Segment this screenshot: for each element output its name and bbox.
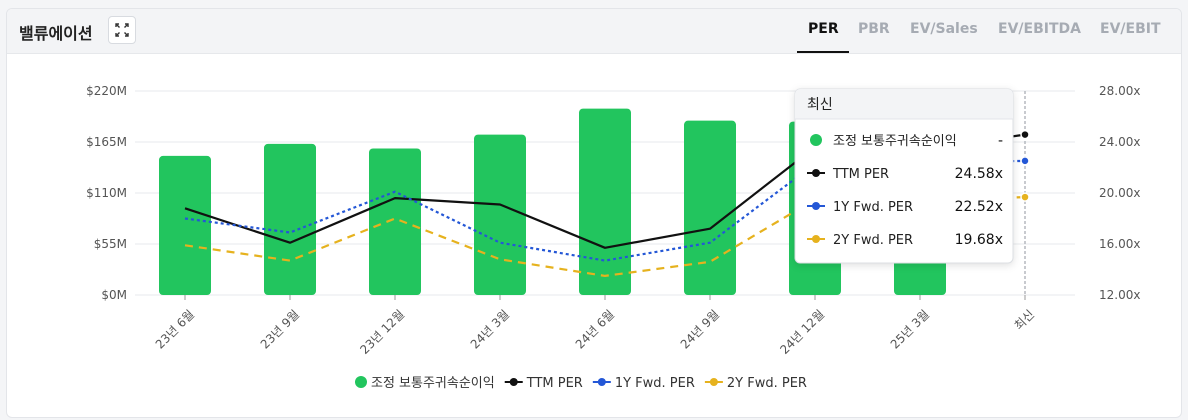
x-axis-tick-label: 24년 6월 (573, 307, 617, 351)
tab-pbr[interactable]: PBR (858, 21, 890, 37)
right-axis-tick-label: 16.00x (1099, 237, 1140, 251)
legend-bar-swatch (355, 376, 367, 388)
tooltip-bar-swatch (810, 134, 822, 146)
tooltip-line-swatch-dot (812, 235, 820, 243)
tooltip-row-label: 2Y Fwd. PER (833, 233, 913, 248)
tab-per[interactable]: PER (808, 21, 839, 37)
x-axis-tick-label: 23년 6월 (153, 307, 197, 351)
legend-line-swatch-dot (509, 378, 518, 386)
tooltip-line-swatch-dot (812, 169, 820, 177)
tab-ev-ebit[interactable]: EV/EBIT (1100, 21, 1161, 37)
left-axis-tick-label: $165M (86, 135, 127, 149)
left-axis-tick-label: $220M (86, 84, 127, 98)
tooltip-row-value: - (998, 133, 1003, 149)
legend-label: TTM PER (526, 376, 583, 391)
legend-line-swatch-dot (597, 378, 606, 386)
card-header: 밸류에이션 PER PBR EV/Sales EV/EBITDA EV/EBIT (7, 9, 1181, 54)
tooltip-header-bg-fill (795, 113, 1013, 119)
bar (579, 108, 631, 295)
x-axis-tick-label: 24년 12월 (777, 307, 827, 357)
tooltip-row-value: 24.58x (955, 166, 1003, 182)
series-point (1020, 129, 1030, 140)
tab-ev-ebitda[interactable]: EV/EBITDA (998, 21, 1081, 37)
valuation-chart: $220M $165M $110M $55M $0M 28.00x 24.00x 20.00x… (86, 84, 1140, 391)
tooltip-title: 최신 (807, 97, 833, 113)
left-axis-tick-label: $55M (94, 237, 127, 251)
x-axis-tick-label: 24년 9월 (678, 307, 722, 351)
bar (159, 155, 211, 295)
tab-ev-sales[interactable]: EV/Sales (910, 21, 978, 37)
tooltip-header-bg (795, 89, 1013, 119)
right-axis-tick-label: 12.00x (1099, 288, 1140, 302)
x-axis-tick-label: 24년 3월 (468, 307, 512, 351)
x-axis-tick-label: 25년 3월 (888, 307, 932, 351)
bar (264, 143, 316, 295)
x-axis-tick-label: 최신 (1012, 307, 1038, 333)
series-line (184, 196, 1026, 277)
left-axis-tick-label: $110M (86, 186, 127, 200)
expand-icon (115, 23, 129, 37)
expand-button[interactable] (108, 16, 136, 44)
tooltip-row-value: 19.68x (955, 232, 1003, 248)
right-axis-tick-label: 24.00x (1099, 135, 1140, 149)
left-axis-tick-label: $0M (101, 288, 127, 302)
x-axis-tick-label: 23년 9월 (258, 307, 302, 351)
bar (474, 134, 526, 295)
card-title: 밸류에이션 (19, 24, 93, 43)
legend-label: 조정 보통주귀속순이익 (371, 376, 495, 391)
bar (684, 120, 736, 295)
active-tab-underline (797, 51, 849, 53)
tooltip-row-value: 22.52x (955, 199, 1003, 215)
tooltip-row-label: 조정 보통주귀속순이익 (833, 134, 957, 149)
series-point (1020, 156, 1030, 166)
tooltip-row-label: TTM PER (832, 167, 889, 182)
right-axis-tick-label: 28.00x (1099, 84, 1140, 98)
tooltip-row-label: 1Y Fwd. PER (833, 200, 913, 215)
right-axis-tick-label: 20.00x (1099, 186, 1140, 200)
series-point (1020, 192, 1030, 202)
legend-line-swatch-dot (709, 378, 718, 386)
valuation-card: 밸류에이션 PER PBR EV/Sales EV/EBITDA EV/EBIT… (6, 8, 1182, 418)
legend-label: 1Y Fwd. PER (615, 376, 695, 391)
x-axis-tick-label: 23년 12월 (357, 307, 407, 357)
bar (369, 148, 421, 295)
legend-label: 2Y Fwd. PER (727, 376, 807, 391)
tooltip-line-swatch-dot (812, 202, 820, 210)
